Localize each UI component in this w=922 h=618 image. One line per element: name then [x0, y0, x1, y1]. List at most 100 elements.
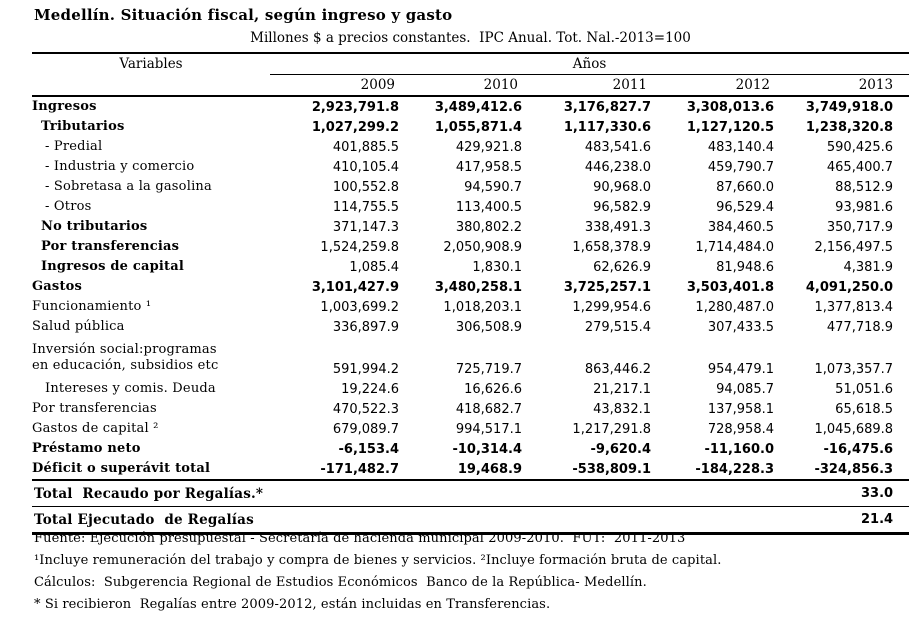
total-row: Total Ejecutado de Regalías 21.4 [32, 506, 910, 535]
row-label: Gastos [32, 278, 83, 294]
value-cell: 591,994.2 [332, 362, 399, 377]
value-cell: 483,140.4 [707, 139, 774, 155]
value-cell: 417,958.5 [455, 159, 522, 175]
footnotes-block: Fuente: Ejecución presupuestal - Secreta… [34, 531, 909, 618]
total-row-label: Total Ejecutado de Regalías [32, 506, 774, 535]
value-cell: 2,050,908.9 [443, 239, 522, 255]
year-header: 2009 [270, 74, 399, 97]
value-cell: 279,515.4 [584, 319, 651, 335]
value-cell: 1,658,378.9 [572, 239, 651, 255]
table-row: Déficit o superávit total -171,482.7 19,46… [32, 459, 910, 481]
value-cell: 401,885.5 [332, 139, 399, 155]
table-row: - Industria y comercio 410,105.4 417,958.5… [32, 157, 909, 177]
year-header-spacer [32, 74, 270, 97]
value-cell: 336,897.9 [332, 319, 399, 335]
value-cell: 465,400.7 [826, 159, 894, 175]
value-cell: 3,480,258.1 [434, 279, 522, 295]
value-cell: 96,529.4 [716, 199, 774, 215]
footnote-line: Fuente: Ejecución presupuestal - Secreta… [34, 531, 686, 546]
row-label: Tributarios [41, 118, 125, 134]
table-row: Funcionamiento ¹ 1,003,699.2 1,018,203.1 1,… [32, 297, 909, 317]
value-cell: -324,856.3 [774, 459, 910, 481]
table-row: - Sobretasa a la gasolina 100,552.8 94,590… [32, 177, 909, 197]
variables-header: Variables [119, 56, 183, 73]
row-label: Gastos de capital ² [32, 420, 159, 436]
value-cell: 94,085.7 [716, 381, 774, 397]
value-cell: 1,830.1 [472, 259, 522, 275]
row-label-line2: en educación, subsidios etc [32, 358, 219, 373]
value-cell: 4,091,250.0 [805, 279, 894, 295]
total-row-label: Total Recaudo por Regalías.* [32, 480, 774, 507]
value-cell: 1,085.4 [349, 259, 399, 275]
value-cell: 51,051.6 [835, 381, 894, 397]
value-cell: 3,749,918.0 [805, 99, 894, 115]
footnote-line: Cálculos: Subgerencia Regional de Estudi… [34, 575, 647, 590]
value-cell: 96,582.9 [593, 199, 651, 215]
year-header: 2012 [651, 74, 774, 97]
value-cell: 2,923,791.8 [311, 99, 399, 115]
value-cell: 1,045,689.8 [814, 421, 894, 437]
value-cell: 1,217,291.8 [572, 421, 651, 437]
value-cell: 418,682.7 [455, 401, 522, 417]
value-cell: 93,981.6 [835, 199, 894, 215]
value-cell: 1,299,954.6 [572, 299, 651, 315]
value-cell: -171,482.7 [270, 459, 399, 481]
table-row: Salud pública 336,897.9 306,508.9 279,515.4… [32, 317, 909, 337]
row-label: - Otros [45, 198, 92, 214]
row-label: - Predial [45, 138, 103, 154]
value-cell: 3,176,827.7 [563, 99, 651, 115]
value-cell: 62,626.9 [593, 259, 651, 275]
value-cell: 410,105.4 [332, 159, 399, 175]
value-cell: 338,491.3 [584, 219, 651, 235]
total-row: Total Recaudo por Regalías.* 33.0 [32, 480, 910, 507]
value-cell: 590,425.6 [826, 139, 894, 155]
page-title: Medellín. Situación fiscal, según ingres… [34, 6, 453, 24]
row-label: Salud pública [32, 318, 125, 334]
row-label: Funcionamiento ¹ [32, 298, 152, 314]
value-cell: -16,475.6 [823, 441, 894, 457]
value-cell: 863,446.2 [584, 362, 651, 377]
value-cell: 350,717.9 [826, 219, 894, 235]
value-cell: 371,147.3 [332, 219, 399, 235]
value-cell: 16,626.6 [464, 381, 522, 397]
value-cell: 1,055,871.4 [434, 119, 522, 135]
year-header: 2011 [522, 74, 651, 97]
value-cell: 725,719.7 [455, 362, 522, 377]
value-cell: -9,620.4 [590, 441, 652, 457]
value-cell: 307,433.5 [707, 319, 774, 335]
table-row: Por transferencias 1,524,259.8 2,050,908.9… [32, 237, 909, 257]
value-cell: 3,308,013.6 [686, 99, 774, 115]
value-cell: -184,228.3 [651, 459, 774, 481]
value-cell: 113,400.5 [455, 199, 522, 215]
value-cell: 384,460.5 [707, 219, 774, 235]
table-row: Préstamo neto -6,153.4 -10,314.4 -9,620.4 -1… [32, 439, 909, 459]
row-label: Intereses y comis. Deuda [45, 380, 216, 396]
year-header: 2013 [774, 74, 910, 97]
row-label: No tributarios [41, 218, 148, 234]
value-cell: 43,832.1 [593, 401, 651, 417]
table-row: Gastos de capital ² 679,089.7 994,517.1 1,2… [32, 419, 909, 439]
value-cell: 94,590.7 [464, 179, 522, 195]
row-label: Ingresos de capital [41, 258, 184, 274]
value-cell: 477,718.9 [826, 319, 894, 335]
value-cell: 1,524,259.8 [320, 239, 399, 255]
row-label: Por transferencias [32, 400, 157, 416]
page-subtitle: Millones $ a precios constantes. IPC Anu… [250, 30, 691, 46]
value-cell: 2,156,497.5 [814, 239, 894, 255]
value-cell: 65,618.5 [835, 401, 894, 417]
value-cell: 1,073,357.7 [814, 362, 894, 377]
row-label: - Industria y comercio [45, 158, 195, 174]
row-label: Déficit o superávit total [32, 459, 270, 481]
row-label: Inversión social:programas en educación, … [32, 337, 270, 379]
table-row: No tributarios 371,147.3 380,802.2 338,491.… [32, 217, 909, 237]
value-cell: 1,127,120.5 [686, 119, 774, 135]
value-cell: 87,660.0 [716, 179, 774, 195]
value-cell: 88,512.9 [835, 179, 894, 195]
value-cell: 1,018,203.1 [443, 299, 522, 315]
value-cell: 100,552.8 [332, 179, 399, 195]
value-cell: 137,958.1 [707, 401, 774, 417]
table-row: - Otros 114,755.5 113,400.5 96,582.9 96,529.… [32, 197, 909, 217]
value-cell: 1,280,487.0 [695, 299, 774, 315]
years-group-header: Años [270, 53, 910, 75]
value-cell: -11,160.0 [704, 441, 774, 457]
